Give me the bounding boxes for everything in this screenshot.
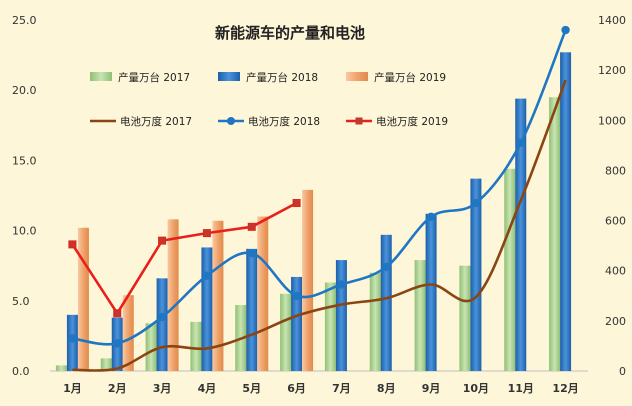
x-tick-label: 6月 [287,382,306,395]
bar-2018 [380,234,392,371]
bar-2018 [66,314,78,371]
x-tick-label: 10月 [463,382,489,395]
y-right-tick-label: 0 [619,365,626,378]
y-right-tick-label: 200 [605,315,626,328]
point-2018 [561,25,570,35]
legend-swatch-bar-2018 [218,72,240,81]
bar-2017 [549,97,561,371]
y-left-tick-label: 20.0 [12,84,37,97]
point-2019 [247,222,256,231]
bar-2017 [55,365,67,371]
chart-title: 新能源车的产量和电池 [215,24,365,42]
bar-2017 [369,272,381,371]
point-2018 [337,280,346,289]
bar-2018 [335,260,347,371]
legend-label: 产量万台 2018 [246,71,318,84]
point-2018 [382,262,391,272]
bar-2018 [246,248,258,371]
bar-2017 [324,282,336,371]
point-2018 [292,291,301,300]
legend-label: 电池万度 2017 [120,115,192,128]
x-tick-label: 7月 [332,382,351,395]
x-tick-label: 8月 [377,382,396,395]
bar-2019 [167,219,179,371]
x-tick-label: 9月 [422,382,441,395]
point-2018 [247,248,256,258]
bar-2019 [122,295,134,371]
bar-2017 [280,293,292,371]
bar-2018 [470,178,482,371]
x-tick-label: 3月 [153,382,172,395]
bar-2017 [414,260,426,371]
bar-2019 [302,189,314,371]
legend-marker [227,117,235,125]
bar-2017 [459,265,471,371]
legend-swatch-bar-2017 [90,72,112,81]
y-right-tick-label: 1000 [598,114,626,127]
bar-2018 [560,52,572,372]
point-2018 [516,138,525,148]
point-2019 [113,309,122,318]
legend-marker [355,117,363,125]
point-2019 [68,240,77,249]
y-right-tick-label: 800 [605,164,626,177]
legend-label: 电池万度 2018 [248,115,320,128]
legend-label: 电池万度 2019 [376,115,448,128]
bar-2018 [515,98,527,372]
bar-2019 [77,227,89,371]
x-tick-label: 1月 [63,382,82,395]
bar-2017 [100,358,112,371]
y-left-tick-label: 10.0 [12,225,37,238]
bar-2018 [156,278,168,371]
bar-2019 [257,216,269,371]
y-left-tick-label: 15.0 [12,154,37,167]
point-2019 [158,236,167,245]
y-left-tick-label: 25.0 [12,14,37,27]
x-tick-label: 2月 [108,382,127,395]
x-tick-label: 4月 [198,382,217,395]
y-right-tick-label: 400 [605,265,626,278]
point-2018 [202,271,212,280]
legend-label: 产量万台 2017 [118,71,190,84]
x-tick-label: 5月 [242,382,261,395]
point-2018 [68,334,77,343]
bar-2018 [201,247,213,371]
point-2018 [113,339,122,348]
x-tick-label: 11月 [508,382,534,395]
bar-2017 [504,168,516,371]
y-right-tick-label: 1400 [598,14,626,27]
point-2019 [202,229,211,238]
legend-label: 产量万台 2019 [374,71,446,84]
line-2017 [72,79,567,372]
y-left-tick-label: 0.0 [12,365,30,378]
point-2019 [292,199,301,208]
bar-2017 [190,321,202,371]
point-2018 [426,212,436,222]
bar-2019 [212,220,224,371]
x-tick-label: 12月 [552,382,578,395]
y-left-tick-label: 5.0 [12,295,30,308]
legend-swatch-bar-2019 [346,72,368,81]
y-right-tick-label: 1200 [598,64,626,77]
line-2019 [71,201,298,315]
bar-2018 [291,276,303,371]
point-2018 [157,312,167,322]
bar-2018 [425,213,437,371]
point-2018 [471,198,481,208]
y-right-tick-label: 600 [605,215,626,228]
bar-2017 [145,323,157,371]
